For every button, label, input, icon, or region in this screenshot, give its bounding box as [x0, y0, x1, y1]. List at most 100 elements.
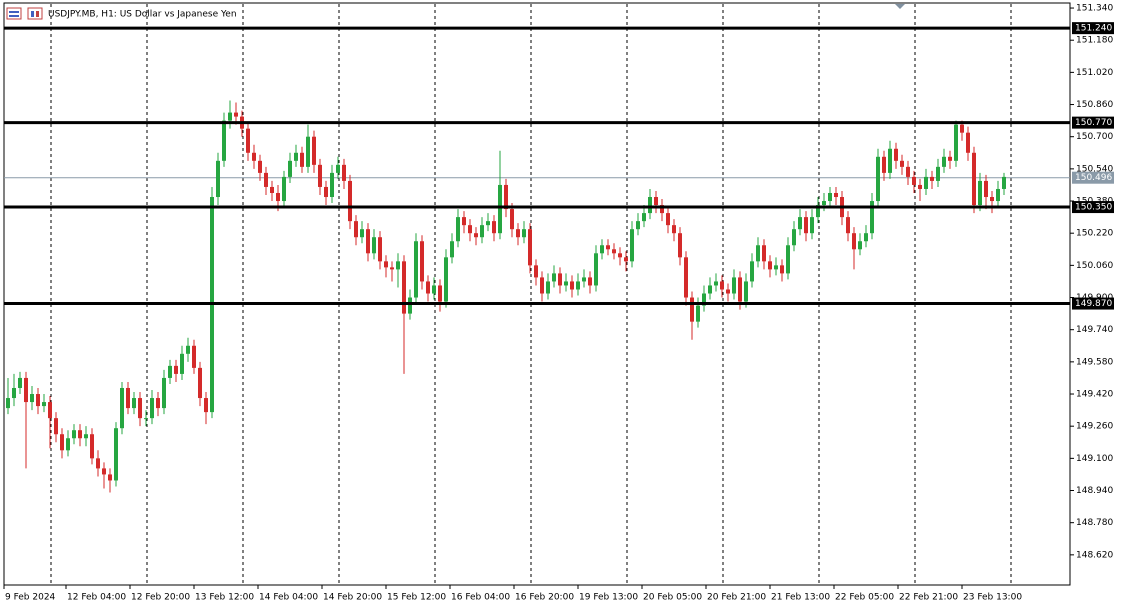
candle-body	[894, 148, 898, 161]
icon	[9, 11, 19, 13]
candle-body	[624, 257, 628, 262]
x-tick-label: 13 Feb 12:00	[195, 593, 254, 603]
candle-body	[870, 201, 874, 234]
candle-body	[366, 229, 370, 254]
candle-body	[6, 398, 10, 409]
y-tick-label: 150.220	[1076, 229, 1113, 239]
y-tick-label: 149.740	[1076, 325, 1113, 335]
candle-body	[762, 245, 766, 262]
plot-frame	[3, 2, 1071, 586]
candle-body	[792, 229, 796, 246]
candle-body	[972, 152, 976, 206]
candle-body	[732, 277, 736, 294]
candle-body	[822, 201, 826, 206]
candle-body	[918, 184, 922, 189]
level-label-box	[1072, 116, 1114, 129]
candle-body	[654, 197, 658, 206]
candle-body	[588, 277, 592, 286]
current-price-box	[1072, 171, 1114, 184]
candle-body	[552, 273, 556, 282]
candle-body	[60, 434, 64, 451]
candle-body	[78, 430, 82, 439]
x-tick-label: 20 Feb 21:00	[707, 593, 766, 603]
x-tick-label: 14 Feb 20:00	[323, 593, 382, 603]
candle-body	[540, 277, 544, 294]
candle-body	[18, 377, 22, 388]
candle-body	[390, 267, 394, 270]
candle-body	[192, 345, 196, 368]
candle-body	[516, 229, 520, 238]
candle-body	[924, 176, 928, 189]
candle-body	[330, 172, 334, 198]
candle-body	[66, 438, 70, 451]
level-label: 151.240	[1075, 24, 1112, 34]
x-tick-label: 15 Feb 12:00	[387, 593, 446, 603]
y-tick-label: 149.580	[1076, 357, 1113, 367]
y-tick-label: 150.540	[1076, 164, 1113, 174]
candle-body	[612, 249, 616, 254]
candle-body	[492, 221, 496, 234]
candle-body	[798, 217, 802, 230]
candle-body	[132, 398, 136, 409]
candle-body	[804, 217, 808, 234]
candle-body	[738, 277, 742, 302]
candle-body	[420, 241, 424, 282]
candle-body	[504, 184, 508, 210]
candle-body	[768, 261, 772, 270]
candle-body	[648, 197, 652, 214]
y-tick-label: 150.060	[1076, 261, 1113, 271]
candle-body	[354, 221, 358, 238]
candle-body	[30, 394, 34, 403]
candle-body	[456, 217, 460, 242]
candle-body	[186, 345, 190, 354]
y-tick-label: 149.420	[1076, 390, 1113, 400]
x-tick-label: 22 Feb 21:00	[899, 593, 958, 603]
candle-body	[702, 293, 706, 306]
candle-body	[234, 112, 238, 117]
candle-body	[84, 434, 88, 439]
candle-body	[474, 233, 478, 238]
x-tick-label: 20 Feb 05:00	[643, 593, 702, 603]
candle-body	[1002, 176, 1006, 189]
candle-body	[660, 205, 664, 214]
candle-body	[498, 184, 502, 234]
candle-body	[786, 245, 790, 274]
candle-body	[276, 192, 280, 202]
candle-body	[714, 281, 718, 286]
candle-body	[318, 164, 322, 187]
candle-body	[108, 474, 112, 481]
candle-body	[882, 156, 886, 173]
candle-body	[156, 398, 160, 409]
candle-body	[756, 245, 760, 262]
icon	[31, 11, 34, 17]
candle-body	[438, 285, 442, 302]
candle-body	[462, 217, 466, 226]
candle-body	[174, 365, 178, 374]
candle-body	[36, 394, 40, 407]
candle-body	[864, 233, 868, 242]
x-tick-label: 12 Feb 20:00	[131, 593, 190, 603]
y-tick-label: 150.700	[1076, 132, 1113, 142]
candle-body	[372, 237, 376, 254]
y-tick-label: 150.860	[1076, 100, 1113, 110]
candle-body	[336, 164, 340, 173]
candle-body	[246, 128, 250, 153]
candle-body	[408, 297, 412, 314]
candle-body	[348, 180, 352, 222]
candle-body	[12, 387, 16, 399]
candle-body	[24, 377, 28, 403]
y-tick-label: 151.180	[1076, 36, 1113, 46]
candle-body	[42, 402, 46, 407]
candle-body	[942, 156, 946, 167]
candle-body	[72, 430, 76, 439]
header-icons	[6, 7, 43, 20]
candle-body	[114, 428, 118, 481]
x-tick-label: 16 Feb 04:00	[451, 593, 510, 603]
x-tick-label: 22 Feb 05:00	[835, 593, 894, 603]
x-tick-label: 21 Feb 13:00	[771, 593, 830, 603]
candle-body	[750, 261, 754, 282]
shift-marker	[895, 4, 905, 9]
candle-body	[228, 112, 232, 121]
candle-body	[396, 261, 400, 270]
